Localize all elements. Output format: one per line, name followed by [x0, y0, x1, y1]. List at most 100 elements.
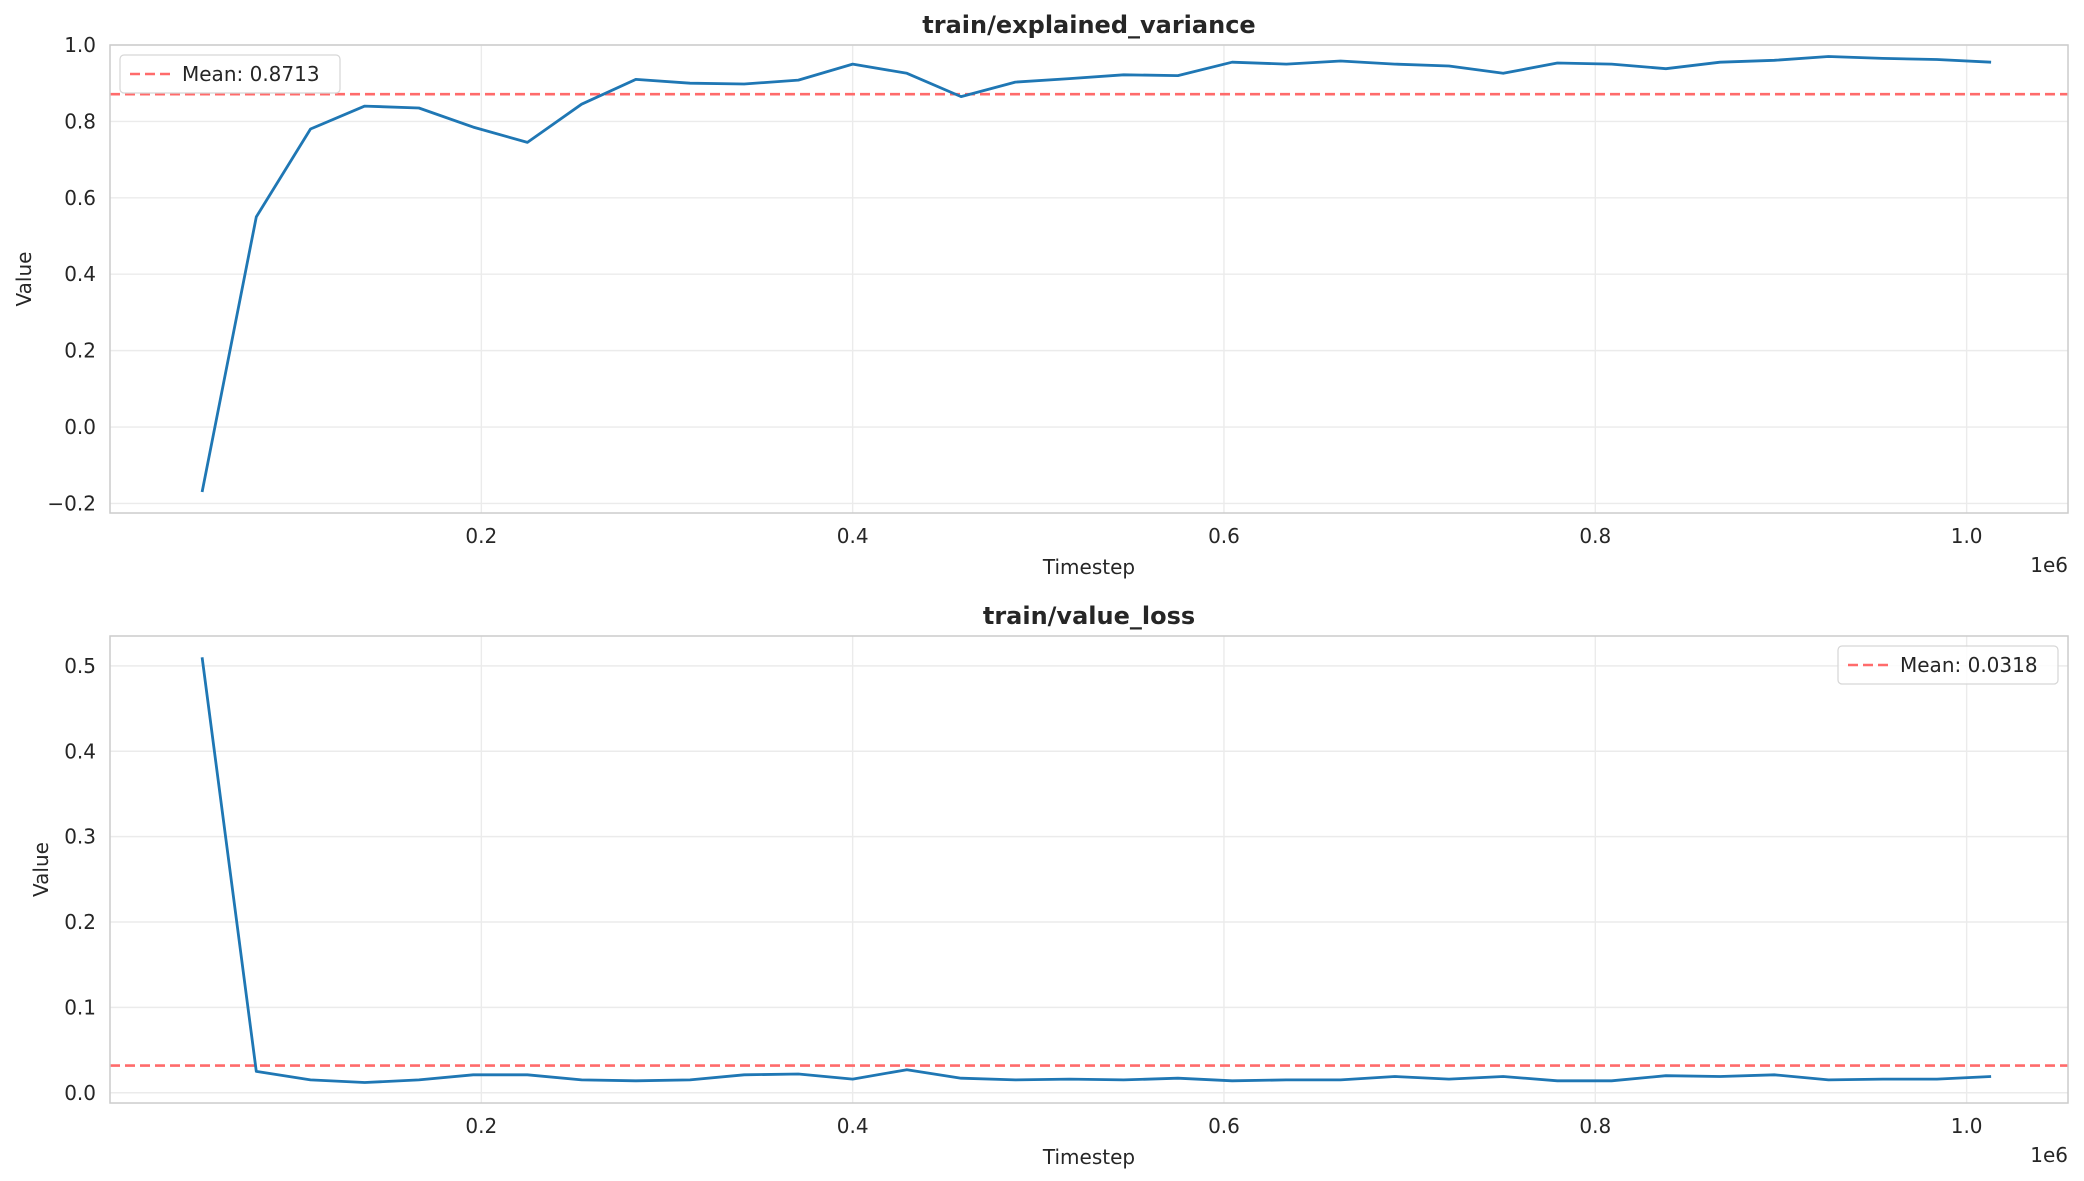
chart-1-x-offset-label: 1e6 [2030, 553, 2068, 577]
chart-1-ytick-label-6: 1.0 [64, 33, 96, 57]
chart-2-point-0 [201, 656, 203, 658]
chart-2: 0.2 0.4 0.6 0.8 1.0 0.0 0.1 0.2 0.3 0.4 0.5 train/v… [29, 602, 2069, 1169]
chart-2-point-4 [418, 1079, 420, 1081]
chart-2-point-13 [906, 1069, 908, 1071]
chart-2-series-line-0 [200, 657, 1992, 1084]
chart-1-point-0 [201, 491, 203, 493]
chart-2-x-offset-label: 1e6 [2030, 1143, 2068, 1167]
chart-1-ytick-label-4: 0.6 [64, 186, 96, 210]
chart-2-point-22 [1394, 1075, 1396, 1077]
chart-2-ytick-label-1: 0.1 [64, 995, 96, 1019]
chart-2-point-15 [1014, 1079, 1016, 1081]
chart-1-point-29 [1773, 59, 1775, 61]
chart-2-point-3 [364, 1081, 366, 1083]
chart-1-point-23 [1448, 65, 1450, 67]
chart-2-point-20 [1285, 1079, 1287, 1081]
chart-1-xlabel: Timestep [1042, 555, 1135, 579]
chart-1-point-2 [309, 128, 311, 130]
chart-1-point-6 [526, 141, 528, 143]
chart-1-plot-area [110, 45, 2068, 513]
chart-2-point-32 [1936, 1078, 1938, 1080]
chart-1-title: train/explained_variance [922, 11, 1255, 39]
chart-2-legend: Mean: 0.0318 [1837, 645, 2059, 685]
chart-2-point-33 [1990, 1075, 1992, 1077]
chart-2-point-24 [1502, 1075, 1504, 1077]
chart-1-legend-label: Mean: 0.8713 [182, 62, 320, 86]
chart-1-point-7 [580, 103, 582, 105]
chart-2-point-14 [960, 1077, 962, 1079]
chart-2-ylabel: Value [29, 842, 53, 897]
chart-1-xtick-label-1: 0.4 [837, 524, 869, 548]
chart-2-point-5 [472, 1074, 474, 1076]
chart-1-point-20 [1285, 63, 1287, 65]
chart-1-xtick-label-4: 1.0 [1951, 524, 1983, 548]
chart-2-ytick-label-5: 0.5 [64, 654, 96, 678]
chart-1-point-3 [364, 105, 366, 107]
chart-2-xtick-label-1: 0.4 [837, 1114, 869, 1138]
chart-2-xtick-label-2: 0.6 [1208, 1114, 1240, 1138]
chart-1-point-4 [418, 107, 420, 109]
chart-2-point-26 [1610, 1080, 1612, 1082]
chart-2-xtick-label-3: 0.8 [1579, 1114, 1611, 1138]
chart-2-point-11 [797, 1073, 799, 1075]
chart-1-point-18 [1177, 74, 1179, 76]
chart-1-ytick-label-2: 0.2 [64, 339, 96, 363]
chart-2-point-7 [580, 1079, 582, 1081]
chart-1-point-17 [1123, 74, 1125, 76]
chart-2-point-8 [635, 1080, 637, 1082]
chart-2-point-10 [743, 1074, 745, 1076]
chart-1-point-5 [472, 126, 474, 128]
chart-1-series-line-0 [200, 55, 1992, 493]
chart-2-point-25 [1556, 1080, 1558, 1082]
chart-1-xtick-label-0: 0.2 [465, 524, 497, 548]
chart-2-title: train/value_loss [983, 602, 1195, 630]
chart-1-ylabel: Value [12, 252, 36, 307]
chart-1-ytick-label-5: 0.8 [64, 109, 96, 133]
chart-1-xtick-label-3: 0.8 [1579, 524, 1611, 548]
chart-2-ytick-label-0: 0.0 [64, 1081, 96, 1105]
chart-2-point-21 [1339, 1079, 1341, 1081]
chart-1-point-22 [1394, 63, 1396, 65]
chart-2-xtick-label-0: 0.2 [465, 1114, 497, 1138]
chart-2-legend-box [1837, 645, 2059, 685]
chart-1-point-26 [1610, 63, 1612, 65]
chart-2-point-27 [1665, 1074, 1667, 1076]
chart-2-point-2 [309, 1079, 311, 1081]
chart-1-legend: Mean: 0.8713 [119, 54, 341, 94]
chart-1-point-24 [1502, 72, 1504, 74]
chart-1-point-31 [1882, 57, 1884, 59]
chart-1-ytick-label-1: 0.0 [64, 415, 96, 439]
chart-1-point-11 [797, 79, 799, 81]
chart-1-point-8 [635, 78, 637, 80]
chart-2-point-9 [689, 1079, 691, 1081]
chart-1-point-10 [743, 83, 745, 85]
chart-2-point-23 [1448, 1078, 1450, 1080]
chart-2-point-18 [1177, 1077, 1179, 1079]
chart-2-point-1 [255, 1070, 257, 1072]
chart-2-point-19 [1231, 1080, 1233, 1082]
chart-1-legend-box [119, 54, 341, 94]
chart-1: 0.2 0.4 0.6 0.8 1.0 −0.2 0.0 0.2 0.4 0.6 0.8 1.0 tra… [12, 11, 2069, 579]
chart-1-point-13 [906, 72, 908, 74]
chart-2-xtick-label-4: 1.0 [1951, 1114, 1983, 1138]
chart-1-ytick-label-3: 0.4 [64, 262, 96, 286]
chart-1-frame [109, 44, 2069, 514]
chart-2-xlabel: Timestep [1042, 1145, 1135, 1169]
chart-2-point-31 [1882, 1078, 1884, 1080]
chart-2-frame [109, 635, 2069, 1104]
chart-1-ytick-label-0: −0.2 [47, 491, 96, 515]
chart-2-point-12 [851, 1078, 853, 1080]
chart-1-point-15 [1014, 81, 1016, 83]
chart-1-point-21 [1339, 60, 1341, 62]
chart-2-point-29 [1773, 1074, 1775, 1076]
chart-1-point-12 [851, 63, 853, 65]
chart-2-plot-area [110, 636, 2068, 1103]
chart-1-point-14 [960, 95, 962, 97]
chart-2-ytick-label-3: 0.3 [64, 825, 96, 849]
chart-1-point-27 [1665, 67, 1667, 69]
chart-2-point-6 [526, 1074, 528, 1076]
chart-2-ytick-label-2: 0.2 [64, 910, 96, 934]
chart-2-ytick-label-4: 0.4 [64, 739, 96, 763]
chart-2-point-30 [1827, 1079, 1829, 1081]
